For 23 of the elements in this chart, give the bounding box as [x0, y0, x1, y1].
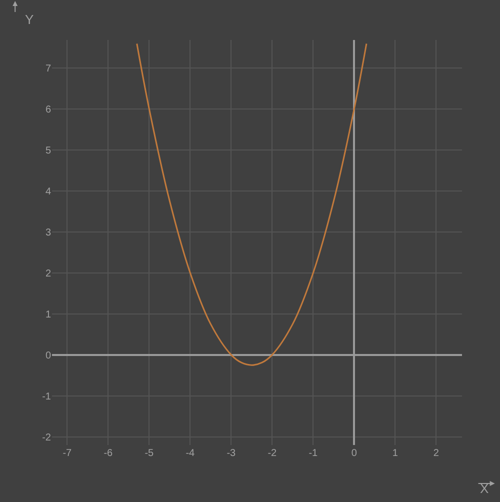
- y-tick-label: 3: [45, 227, 52, 238]
- x-axis-title: X: [480, 481, 489, 496]
- x-tick-label: -4: [186, 448, 196, 459]
- y-tick-label: 6: [45, 104, 52, 116]
- y-tick-label: 4: [45, 186, 52, 198]
- x-tick-label: 2: [433, 448, 440, 459]
- x-tick-label: -6: [104, 448, 114, 459]
- y-tick-label: 2: [45, 268, 52, 280]
- x-tick-label: -2: [268, 448, 278, 459]
- x-tick-label: -3: [226, 448, 236, 459]
- y-tick-label: -2: [42, 432, 52, 444]
- y-axis-title: Y: [25, 12, 34, 27]
- y-tick-label: 5: [45, 145, 52, 156]
- x-tick-label: -5: [144, 448, 154, 459]
- x-tick-label: -1: [308, 448, 318, 459]
- y-tick-label: 1: [45, 309, 52, 320]
- y-tick-label: 7: [45, 63, 52, 74]
- y-tick-label: -1: [42, 391, 52, 402]
- x-tick-label: -7: [62, 448, 72, 459]
- line-series: [136, 42, 368, 366]
- x-tick-label: 0: [351, 448, 358, 459]
- x-tick-label: 1: [392, 448, 398, 459]
- y-tick-label: 0: [45, 350, 52, 362]
